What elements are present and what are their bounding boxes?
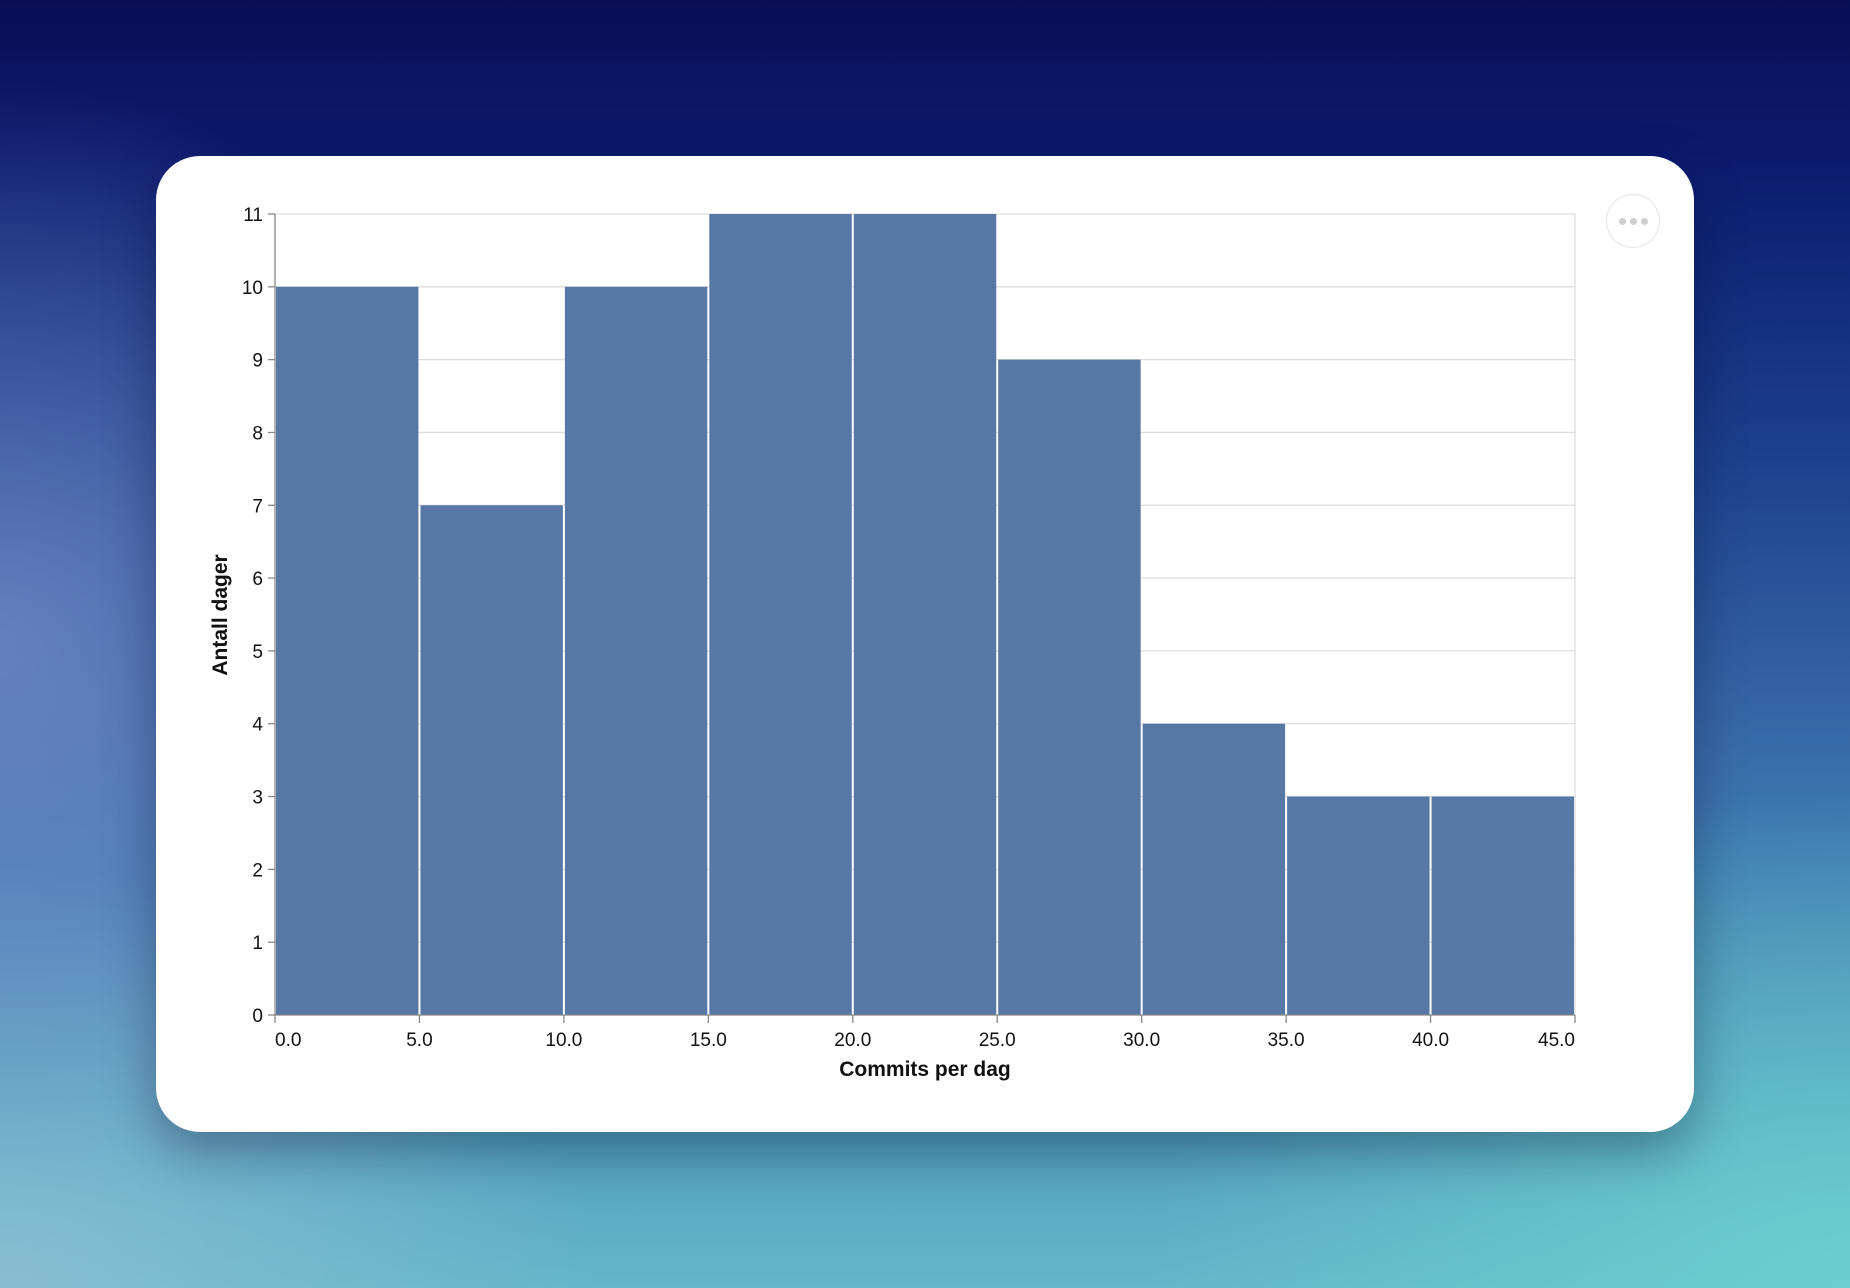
histogram-bar [564,286,708,1015]
x-tick-label: 5.0 [406,1030,432,1051]
x-tick-label: 0.0 [275,1030,301,1051]
x-tick-label: 35.0 [1268,1030,1305,1051]
histogram-bar [420,505,563,1015]
y-axis-title: Antall dager [209,554,232,675]
histogram-bar [998,359,1141,1015]
x-tick-label: 25.0 [979,1030,1016,1051]
y-tick-label: 11 [243,205,263,226]
x-tick-label: 20.0 [834,1030,871,1051]
histogram-bar [709,214,852,1015]
x-tick-label: 45.0 [1538,1030,1575,1051]
histogram-bar [276,286,419,1015]
histogram-bar [1142,723,1286,1015]
axes: 0 1 2 3 4 5 6 7 8 9 10 11 0.0 5.0 10.0 15.0 20.0 25.0 30.0… [242,205,1576,1051]
x-tick-label: 15.0 [690,1030,727,1051]
more-horizontal-icon [1629,217,1637,225]
y-tick-label: 10 [242,278,263,299]
more-options-button[interactable] [1606,194,1660,248]
y-tick-label: 1 [252,933,263,954]
y-tick-label: 0 [252,1006,263,1027]
y-tick-label: 3 [252,788,263,809]
y-tick-label: 8 [252,423,263,444]
more-horizontal-icon [1640,217,1648,225]
histogram-bar [1287,796,1430,1015]
x-tick-label: 40.0 [1412,1030,1449,1051]
more-horizontal-icon [1618,217,1626,225]
y-tick-label: 7 [252,496,263,517]
y-tick-label: 4 [252,715,263,736]
histogram-bar [1431,796,1574,1015]
x-tick-label: 10.0 [545,1030,582,1051]
x-tick-label: 30.0 [1123,1030,1160,1051]
x-axis-title: Commits per dag [839,1058,1011,1081]
y-tick-label: 9 [252,351,263,372]
y-tick-label: 2 [252,860,263,881]
y-tick-label: 6 [252,569,263,590]
y-tick-label: 5 [252,642,263,663]
bars [276,214,1574,1015]
histogram-bar [853,214,997,1015]
